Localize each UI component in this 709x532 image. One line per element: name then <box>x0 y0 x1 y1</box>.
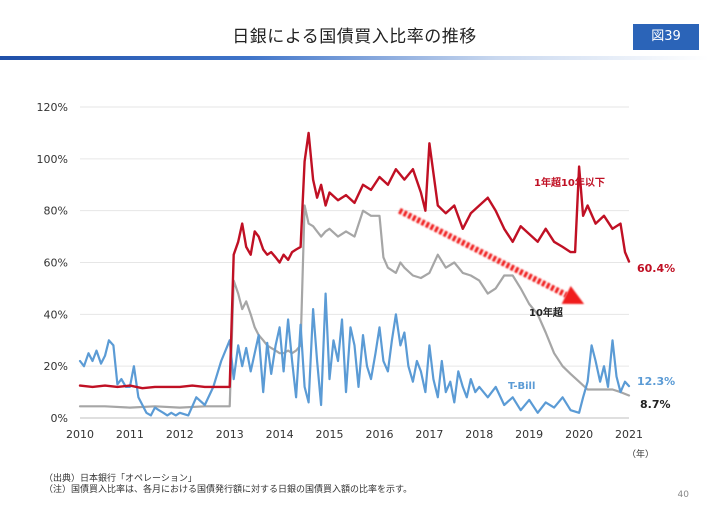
series-line-2 <box>78 204 631 409</box>
trend-arrow-shaft <box>398 207 568 298</box>
series-label-3: T-Bill <box>508 381 535 392</box>
x-axis-unit: （年） <box>627 448 654 460</box>
y-tick-label: 40% <box>44 308 68 321</box>
y-tick-label: 100% <box>37 153 68 166</box>
y-tick-label: 120% <box>37 101 68 114</box>
x-tick-label: 2015 <box>316 428 344 441</box>
trend-arrow <box>398 207 585 304</box>
x-tick-label: 2012 <box>166 428 194 441</box>
end-value-3: 12.3% <box>637 375 675 388</box>
y-tick-label: 60% <box>44 257 68 270</box>
series-label-1: 1年超10年以下 <box>534 176 605 189</box>
series-lines <box>78 131 631 417</box>
x-tick-label: 2017 <box>415 428 443 441</box>
y-tick-label: 0% <box>51 412 68 425</box>
source-note: （出典）日本銀行「オペレーション」 <box>44 474 197 484</box>
x-tick-label: 2011 <box>116 428 144 441</box>
slide-title: 日銀による国債買入比率の推移 <box>232 27 477 47</box>
end-value-1: 60.4% <box>637 262 675 275</box>
series-line-3 <box>78 292 631 417</box>
series-line-1 <box>78 131 631 390</box>
x-tick-label: 2019 <box>515 428 543 441</box>
x-tick-label: 2020 <box>565 428 593 441</box>
explanatory-note: （注）国債買入比率は、各月における国債発行額に対する日銀の国債買入額の比率を示す… <box>44 485 413 495</box>
y-axis: 0% 20% 40% 60% 80% 100% 120% <box>37 101 68 425</box>
page-number: 40 <box>677 490 689 500</box>
trend-arrow-head <box>561 286 585 304</box>
x-axis: 2010 2011 2012 2013 2014 2015 2016 2017 2018 2019… <box>66 428 643 441</box>
x-tick-label: 2016 <box>365 428 393 441</box>
x-tick-label: 2014 <box>266 428 294 441</box>
y-tick-label: 80% <box>44 205 68 218</box>
end-value-2: 8.7% <box>640 398 671 411</box>
figure-badge: 図39 <box>633 24 699 50</box>
x-tick-label: 2021 <box>615 428 643 441</box>
y-tick-label: 20% <box>44 360 68 373</box>
slide-header: 日銀による国債買入比率の推移 図39 <box>0 0 709 70</box>
series-label-2: 10年超 <box>529 306 564 319</box>
chart-grid <box>80 106 629 419</box>
x-tick-label: 2018 <box>465 428 493 441</box>
header-rule <box>0 56 709 60</box>
x-tick-label: 2010 <box>66 428 94 441</box>
x-tick-label: 2013 <box>216 428 244 441</box>
